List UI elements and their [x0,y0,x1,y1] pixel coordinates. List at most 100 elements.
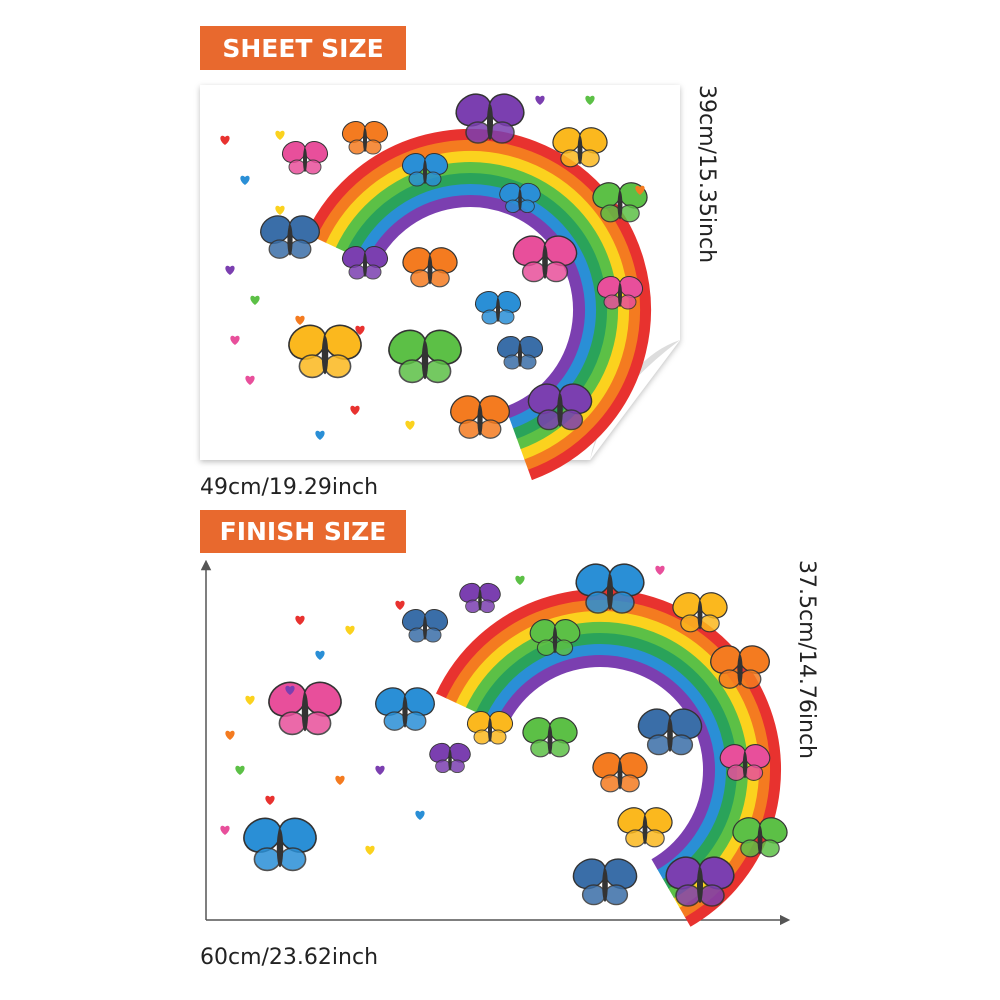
wing [424,171,442,187]
sheet-label-bg [200,26,406,70]
wing [581,884,606,906]
heart [315,430,325,440]
wing [740,839,761,858]
wing [549,739,570,758]
wing [519,354,537,370]
body [363,253,367,277]
wing [288,159,306,175]
wing [465,599,481,614]
wing [424,359,452,384]
butterfly [341,245,389,280]
wing [398,359,426,384]
wing [536,409,561,431]
wing [503,354,521,370]
heart [245,695,255,705]
wing [585,591,611,614]
heart [535,95,545,105]
heart [515,575,525,585]
wing [619,204,640,223]
rainbow-band [315,140,640,470]
wing [364,264,382,280]
finish-artwork [220,563,788,927]
body [478,589,482,611]
heart [395,600,405,610]
body [402,696,408,728]
wing [383,711,406,731]
body [421,340,429,380]
butterfly [527,383,593,431]
body [642,815,648,845]
butterfly [243,817,317,872]
wing [481,309,499,325]
wing [559,409,584,431]
butterfly [429,742,471,774]
heart [225,265,235,275]
heart [415,810,425,820]
rainbow-band [485,644,726,880]
wing [625,829,646,848]
wing [304,159,322,175]
body [276,828,284,868]
wing [408,627,426,643]
body [757,825,763,855]
finish-label: FINISH SIZE [220,517,387,546]
wing [604,884,629,906]
body [496,298,500,322]
wing [603,294,621,310]
wing [699,614,720,633]
wing [646,734,671,756]
butterfly [596,275,644,310]
wing [675,884,701,907]
finish-label-bg [200,510,406,553]
butterfly [592,752,648,793]
sheet-label: SHEET SIZE [222,34,383,63]
wing [435,759,451,774]
wing [278,711,306,736]
heart [315,650,325,660]
body [618,283,622,307]
heart [585,95,595,105]
butterfly [496,335,544,370]
body [301,692,309,732]
butterfly [281,140,329,175]
wing [479,419,502,439]
heart [265,795,275,805]
heart [405,420,415,430]
body [423,160,427,184]
wing [744,764,764,781]
body [363,128,367,152]
wing [609,591,635,614]
heart [250,295,260,305]
heart [240,175,250,185]
butterfly [710,645,770,689]
wing [279,847,307,872]
wing [465,121,491,144]
butterfly [637,708,703,756]
butterfly [522,717,578,758]
heart [355,325,365,335]
wing [600,204,621,223]
rainbow-band [365,195,585,419]
body [697,600,703,630]
wing [536,639,556,656]
body [487,104,493,140]
wing [505,199,521,214]
heart [225,730,235,740]
body [423,616,427,640]
body [518,343,522,367]
wing [410,269,431,288]
wing [739,669,762,689]
sheet-width: 49cm/19.29inch [200,475,378,500]
butterfly [617,807,673,848]
body [557,393,563,427]
body [321,335,329,375]
body [488,718,492,742]
wing [699,884,725,907]
wing [489,121,515,144]
heart [375,765,385,775]
wing [497,309,515,325]
wing [253,847,281,872]
wing [600,774,621,793]
butterfly [512,235,578,283]
